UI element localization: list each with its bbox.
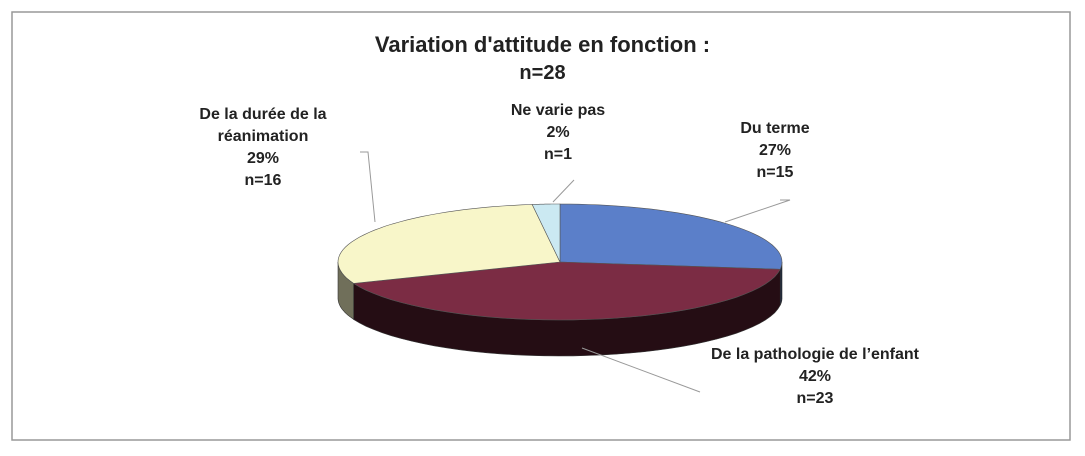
slice-name: De la durée de la réanimation	[199, 106, 327, 145]
slice-label: Du terme 27% n=15	[675, 118, 875, 184]
leader-line	[724, 199, 791, 223]
slice-percent: 27%	[758, 142, 792, 159]
slice-name: Du terme	[740, 120, 810, 137]
slice-percent: 29%	[246, 150, 280, 167]
slice-name: Ne varie pas	[510, 102, 606, 119]
pie-slice	[352, 261, 781, 321]
pie-slice	[559, 203, 783, 270]
pie-slice	[531, 203, 561, 263]
slice-percent: 2%	[546, 124, 570, 141]
slice-label: De la durée de la réanimation 29% n=16	[168, 104, 358, 192]
slice-label: Ne varie pas 2% n=1	[483, 100, 633, 166]
slice-count: n=1	[543, 146, 572, 163]
slice-count: n=15	[756, 164, 794, 181]
leader-line	[360, 151, 376, 223]
leader-line	[552, 179, 575, 203]
slice-label: De la pathologie de l’enfant 42% n=23	[705, 344, 925, 410]
slice-percent: 42%	[798, 368, 832, 385]
pie-slice	[337, 204, 561, 284]
slice-count: n=16	[244, 172, 282, 189]
slice-count: n=23	[796, 390, 834, 407]
chart-title: Variation d'attitude en fonction :	[374, 32, 711, 57]
chart-subtitle: n=28	[519, 62, 566, 84]
slice-name: De la pathologie de l’enfant	[710, 346, 920, 363]
leader-line	[581, 347, 701, 393]
